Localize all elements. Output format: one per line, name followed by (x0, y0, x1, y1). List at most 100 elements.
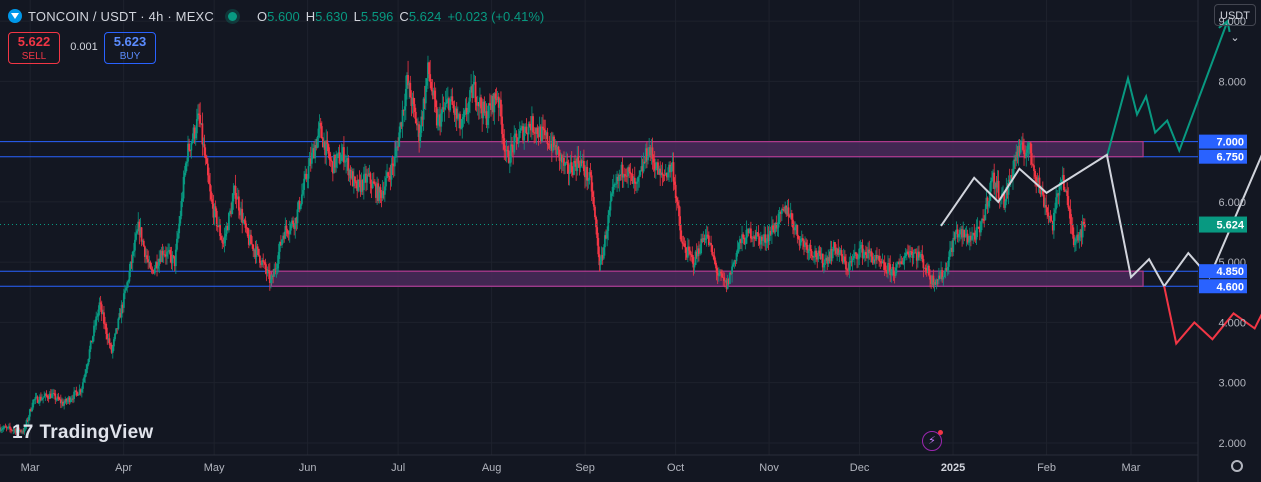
candle-body (535, 127, 538, 134)
candle-body (789, 213, 792, 218)
candle-body (648, 147, 651, 157)
candle-body (596, 227, 599, 239)
candle-body (852, 256, 855, 259)
candle-body (399, 122, 402, 133)
candle-body (299, 203, 302, 209)
ohlc-close: 5.624 (408, 8, 442, 24)
candle-body (589, 172, 592, 176)
candle-body (1016, 151, 1019, 158)
buy-button[interactable]: 5.623 BUY (104, 32, 156, 64)
candle-body (200, 123, 203, 125)
candle-body (73, 391, 75, 399)
current-price-label: 5.624 (1216, 220, 1244, 232)
candle-body (107, 338, 110, 340)
candle-body (335, 158, 338, 168)
candle-body (809, 244, 812, 252)
candle-body (406, 75, 408, 89)
lightning-icon[interactable]: ⚡ (922, 430, 943, 451)
candle-body (90, 340, 93, 343)
bear-projection-path (1163, 286, 1261, 346)
candle-body (923, 267, 926, 269)
candle-body (847, 269, 850, 272)
candle-body (800, 238, 803, 239)
candle-body (526, 132, 529, 135)
candle-body (195, 119, 198, 134)
candle-body (472, 83, 475, 98)
candle-body (863, 252, 866, 253)
candle-body (707, 235, 710, 245)
candle-body (664, 173, 667, 176)
candle-body (276, 263, 279, 269)
candle-body (180, 201, 183, 217)
candle-body (36, 396, 39, 403)
candle-body (818, 250, 821, 254)
candle-body (799, 238, 802, 246)
candle-body (291, 220, 293, 224)
candle-body (985, 197, 988, 209)
currency-selector[interactable]: USDT ⌄ (1214, 4, 1256, 44)
candle-body (391, 163, 394, 166)
candle-body (779, 211, 782, 214)
candle-body (309, 158, 312, 164)
candle-body (501, 116, 503, 135)
candle-body (163, 254, 166, 256)
candle-body (198, 113, 200, 116)
candle-body (857, 258, 860, 260)
time-tick-label: Apr (115, 462, 132, 474)
candle-body (616, 176, 618, 184)
candle-body (1039, 187, 1042, 195)
candle-body (872, 259, 875, 263)
candle-body (298, 200, 301, 209)
candle-body (769, 230, 772, 235)
candle-body (442, 107, 445, 110)
candle-body (1057, 193, 1060, 196)
candle-body (379, 187, 382, 193)
candle-body (55, 399, 58, 401)
candle-body (682, 243, 685, 245)
candle-body (85, 369, 88, 374)
candle-body (380, 192, 383, 198)
candle-body (219, 225, 221, 237)
candle-body (548, 145, 551, 149)
candle-body (128, 271, 131, 282)
candle-body (243, 220, 246, 221)
candle-body (337, 152, 340, 154)
candle-body (634, 182, 637, 184)
candle-body (386, 172, 388, 179)
candle-body (952, 238, 955, 252)
candle-body (485, 111, 488, 125)
candle-body (395, 150, 397, 157)
candle-body (336, 153, 339, 159)
candle-body (68, 397, 71, 403)
level-price-label: 4.850 (1216, 266, 1244, 278)
candle-body (264, 262, 267, 270)
symbol-title[interactable]: TONCOIN / USDT · 4h · MEXC (28, 8, 215, 24)
candle-body (215, 210, 218, 227)
candle-body (1070, 223, 1073, 225)
candle-body (767, 234, 770, 241)
candle-body (190, 143, 193, 151)
candle-body (1022, 142, 1024, 150)
spread-value: 0.001 (70, 41, 98, 53)
candle-body (122, 293, 125, 308)
candle-body (462, 117, 465, 120)
candle-body (427, 62, 429, 79)
candle-body (695, 251, 698, 257)
candle-body (559, 155, 562, 161)
candle-body (7, 426, 10, 428)
sell-button[interactable]: 5.622 SELL (8, 32, 60, 64)
candle-body (881, 261, 884, 264)
candle-body (202, 144, 205, 146)
candle-body (533, 132, 536, 134)
candle-body (469, 90, 471, 102)
settings-gear-icon[interactable] (1231, 460, 1243, 472)
candle-body (224, 233, 227, 237)
candle-body (540, 126, 543, 142)
candle-body (594, 206, 596, 218)
candle-body (307, 166, 310, 179)
candle-body (306, 178, 309, 180)
candle-body (939, 275, 941, 279)
candle-body (350, 171, 353, 179)
candle-body (318, 122, 321, 129)
